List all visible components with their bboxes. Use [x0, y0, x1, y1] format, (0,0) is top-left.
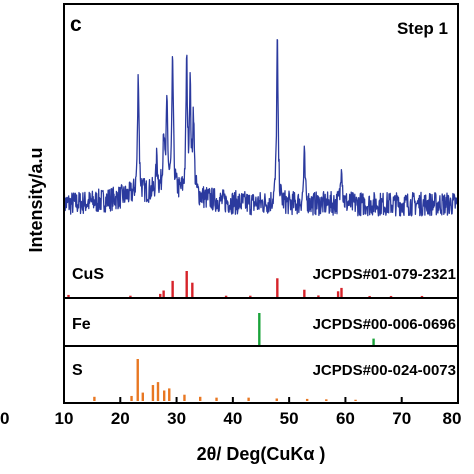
data-layer: [63, 39, 459, 401]
ref-label-fe: Fe: [72, 316, 91, 333]
series-line-step-1: [63, 39, 459, 217]
ref-label-cus: CuS: [72, 266, 104, 283]
y-axis-label: Intensity/a.u: [26, 147, 46, 252]
x-tick-label: 60: [336, 409, 355, 428]
x-tick-label: 30: [167, 409, 186, 428]
ref-label-s: S: [72, 362, 83, 379]
x-tick-label: 50: [280, 409, 299, 428]
ref-card-fe: JCPDS#00-006-0696: [313, 316, 456, 333]
x-axis-ticks: 10 20 30 40 50 60 70 80: [55, 397, 462, 428]
panel-letter: c: [70, 13, 82, 36]
x-tick-label: 80: [443, 409, 462, 428]
x-tick-label: 10: [55, 409, 74, 428]
x-axis-label: 2θ/ Deg(CuKα ): [197, 444, 326, 464]
ref-card-s: JCPDS#00-024-0073: [313, 362, 456, 379]
ref-card-cus: JCPDS#01-079-2321: [313, 266, 456, 283]
left-edge-tick-label: 0: [0, 409, 9, 428]
x-tick-label: 40: [223, 409, 242, 428]
plot-frame: [63, 3, 459, 404]
x-tick-label: 70: [392, 409, 411, 428]
x-tick-label: 20: [111, 409, 130, 428]
step-label: Step 1: [397, 19, 448, 38]
